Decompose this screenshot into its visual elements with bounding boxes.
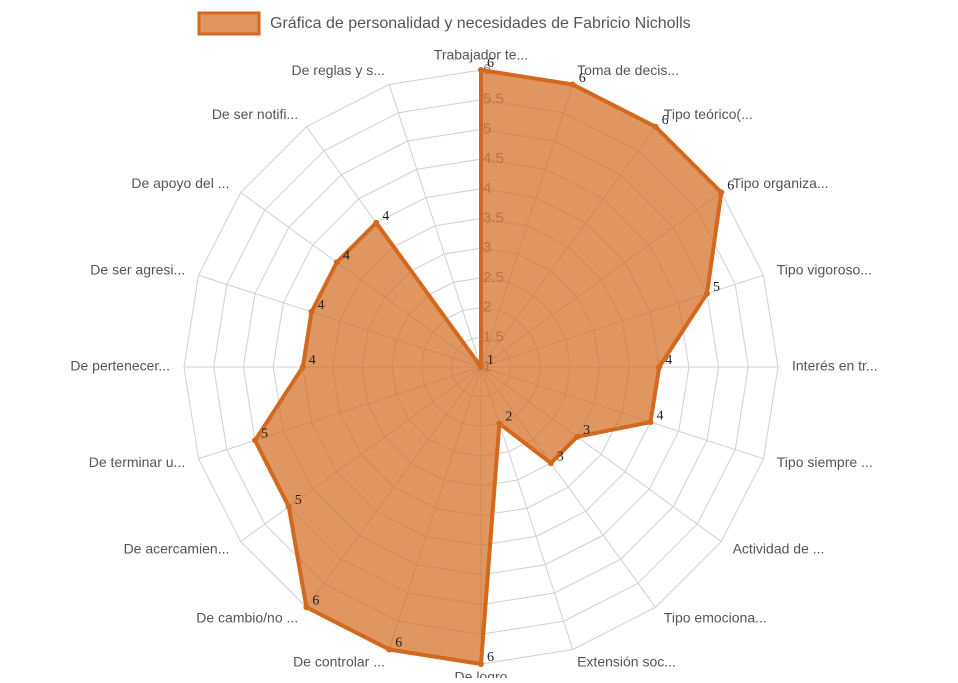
- point: [308, 308, 315, 315]
- legend-label: Gráfica de personalidad y necesidades de…: [270, 15, 691, 32]
- value-label: 5: [295, 493, 302, 508]
- axis-label: Toma de decis...: [577, 62, 679, 78]
- value-label: 4: [343, 248, 350, 263]
- axis-label: De logro: [455, 669, 508, 678]
- point: [386, 646, 393, 653]
- value-label: 6: [487, 650, 494, 665]
- axis-label: De reglas y s...: [292, 62, 385, 78]
- point: [547, 460, 554, 467]
- point: [652, 123, 659, 130]
- point: [496, 420, 503, 427]
- axis-label: De ser agresi...: [90, 262, 185, 278]
- point: [252, 437, 259, 444]
- point: [478, 67, 484, 73]
- point: [574, 433, 581, 440]
- point: [569, 81, 576, 88]
- point: [703, 290, 710, 297]
- axis-label: De cambio/no ...: [196, 609, 298, 625]
- axis-label: Tipo siempre ...: [777, 454, 873, 470]
- axis-label: De terminar u...: [89, 454, 185, 470]
- value-label: 6: [395, 636, 402, 651]
- value-label: 6: [662, 113, 669, 128]
- value-label: 5: [261, 427, 268, 442]
- value-label: 4: [382, 209, 389, 224]
- point: [299, 364, 306, 370]
- value-label: 1: [487, 353, 494, 368]
- value-label: 6: [727, 179, 734, 194]
- axis-label: Extensión soc...: [577, 653, 676, 669]
- point: [373, 219, 380, 226]
- point: [303, 604, 310, 611]
- legend-swatch: [197, 11, 261, 36]
- axis-label: De pertenecer...: [70, 358, 170, 374]
- axis-label: De apoyo del ...: [131, 175, 229, 191]
- value-label: 4: [318, 298, 325, 313]
- axis-label: De controlar ...: [293, 653, 385, 669]
- axis-label: De acercamien...: [124, 541, 230, 557]
- value-label: 6: [312, 593, 319, 608]
- value-label: 4: [665, 353, 672, 368]
- axis-label: Actividad de ...: [733, 541, 825, 557]
- point: [478, 364, 484, 370]
- value-label: 2: [505, 410, 512, 425]
- value-label: 5: [713, 280, 720, 295]
- point: [478, 661, 484, 667]
- axis-label: De ser notifi...: [212, 106, 298, 122]
- spoke: [388, 84, 482, 368]
- axis-label: Tipo organiza...: [733, 175, 829, 191]
- axis-label: Tipo vigoroso...: [777, 262, 872, 278]
- value-label: 4: [656, 408, 663, 423]
- axis-label: Tipo teórico(...: [664, 106, 753, 122]
- point: [718, 189, 725, 196]
- axis-label: Tipo emociona...: [664, 609, 767, 625]
- point: [647, 419, 654, 426]
- point: [333, 259, 340, 266]
- value-label: 4: [309, 353, 316, 368]
- value-label: 6: [579, 71, 586, 86]
- value-label: 3: [583, 423, 590, 438]
- value-label: 6: [487, 56, 494, 71]
- axis-label: Interés en tr...: [792, 358, 878, 374]
- point: [656, 364, 663, 370]
- axis-label: Trabajador te...: [434, 47, 528, 63]
- value-label: 3: [557, 449, 564, 464]
- point: [285, 503, 292, 510]
